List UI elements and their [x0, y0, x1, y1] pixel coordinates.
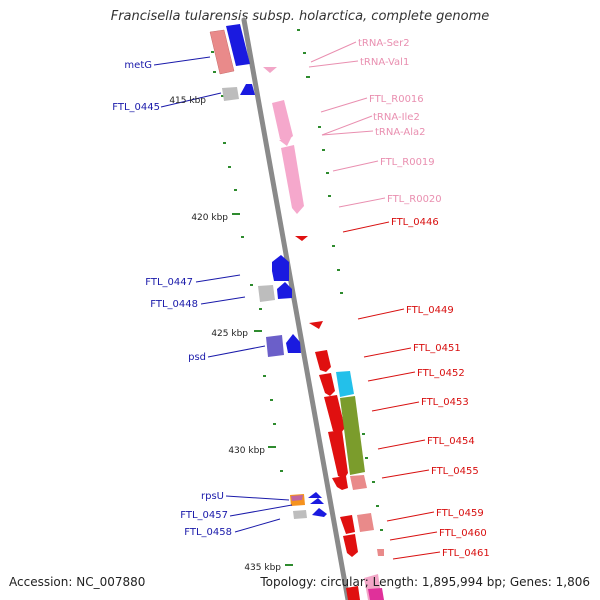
- gene-label: tRNA-Ser2: [358, 38, 410, 49]
- gene-trna-ile2: [279, 138, 291, 146]
- tick-marks: [211, 29, 383, 566]
- gene-label: tRNA-Val1: [360, 57, 409, 68]
- gene-FTL_0449: [309, 321, 323, 329]
- gene-FTL_0458: [312, 508, 327, 517]
- gene-FTL_0446: [295, 236, 308, 241]
- gene-FTL_0448: [277, 282, 292, 299]
- left-gene-labels: metG FTL_0445 FTL_0447 FTL_0448 psd rpsU…: [112, 60, 232, 538]
- gene-FTL_0455: [332, 476, 348, 490]
- gene-label: FTL_0447: [145, 277, 193, 288]
- accession-label: Accession: NC_007880: [9, 575, 146, 589]
- gene-FTL_0452: [319, 373, 335, 396]
- scale-labels: 415 kbp 420 kbp 425 kbp 430 kbp 435 kbp: [169, 96, 281, 573]
- scale-label: 435 kbp: [244, 563, 281, 573]
- leader-lines: [153, 41, 441, 560]
- gene-label: FTL_0457: [180, 510, 228, 521]
- gene-FTL_0452-cyan: [336, 371, 354, 397]
- gene-label: FTL_0449: [406, 305, 454, 316]
- gene-label: FTL_0445: [112, 102, 160, 113]
- gene-label: metG: [124, 60, 152, 71]
- gene-label: FTL_0460: [439, 528, 487, 539]
- gene-bottom-magenta: [368, 588, 384, 600]
- gene-label: FTL_0458: [184, 527, 232, 538]
- gene-FTL_0445-gray: [222, 87, 239, 101]
- gene-rpsU-b: [310, 498, 324, 504]
- gene-label: FTL_0455: [431, 466, 479, 477]
- gene-FTL_0454: [328, 430, 348, 479]
- gene-label: FTL_0446: [391, 217, 439, 228]
- gene-FTL_R0016: [272, 100, 293, 142]
- gene-label: FTL_0453: [421, 397, 469, 408]
- gene-FTL_0453-olive: [340, 396, 365, 475]
- gene-label: tRNA-Ala2: [375, 127, 425, 138]
- gene-FTL_0459: [340, 515, 355, 534]
- gene-features: [209, 24, 384, 600]
- gene-FTL_0451: [315, 350, 331, 372]
- genome-backbone: [241, 17, 351, 600]
- gene-FTL_0458-gray: [293, 510, 307, 519]
- gene-label: psd: [188, 352, 206, 363]
- gene-FTL_0447: [272, 255, 289, 281]
- scale-label: 425 kbp: [211, 329, 248, 339]
- gene-rpsU: [308, 492, 322, 498]
- gene-blue-top: [226, 24, 250, 66]
- gene-label: tRNA-Ile2: [373, 112, 420, 123]
- gene-FTL_0445: [240, 84, 255, 95]
- scale-label: 430 kbp: [228, 446, 265, 456]
- gene-label: FTL_0461: [442, 548, 490, 559]
- gene-FTL_0455-pink: [350, 475, 367, 490]
- gene-FTL_0461-pink: [377, 549, 384, 556]
- gene-trna-ser2: [263, 67, 277, 73]
- gene-label: FTL_R0019: [380, 157, 435, 168]
- gene-label: FTL_0452: [417, 368, 465, 379]
- gene-psd: [286, 334, 301, 353]
- gene-label: FTL_0454: [427, 436, 475, 447]
- gene-label: FTL_0451: [413, 343, 461, 354]
- gene-rpsU-mauve: [291, 495, 303, 501]
- gene-psd-slate: [266, 335, 284, 357]
- right-trna-labels: tRNA-Ser2 tRNA-Val1 FTL_R0016 tRNA-Ile2 …: [358, 38, 442, 205]
- topology-label: Topology: circular; Length: 1,895,994 bp…: [260, 575, 590, 589]
- scale-label: 415 kbp: [169, 96, 206, 106]
- gene-label: FTL_0459: [436, 508, 484, 519]
- map-title: Francisella tularensis subsp. holarctica…: [110, 9, 490, 24]
- gene-FTL_0460: [343, 534, 358, 557]
- right-gene-labels: FTL_0446 FTL_0449 FTL_0451 FTL_0452 FTL_…: [391, 217, 490, 559]
- gene-bottom-red: [346, 586, 360, 600]
- scale-label: 420 kbp: [191, 213, 228, 223]
- gene-FTL_0459-pink: [357, 513, 374, 532]
- gene-metG: [209, 29, 235, 75]
- gene-FTL_0448-gray: [258, 285, 275, 302]
- gene-FTL_R0019: [281, 145, 304, 214]
- gene-label: rpsU: [201, 491, 224, 502]
- gene-label: FTL_R0016: [369, 94, 424, 105]
- gene-label: FTL_R0020: [387, 194, 442, 205]
- gene-label: FTL_0448: [150, 299, 198, 310]
- gene-FTL_0453: [324, 395, 345, 434]
